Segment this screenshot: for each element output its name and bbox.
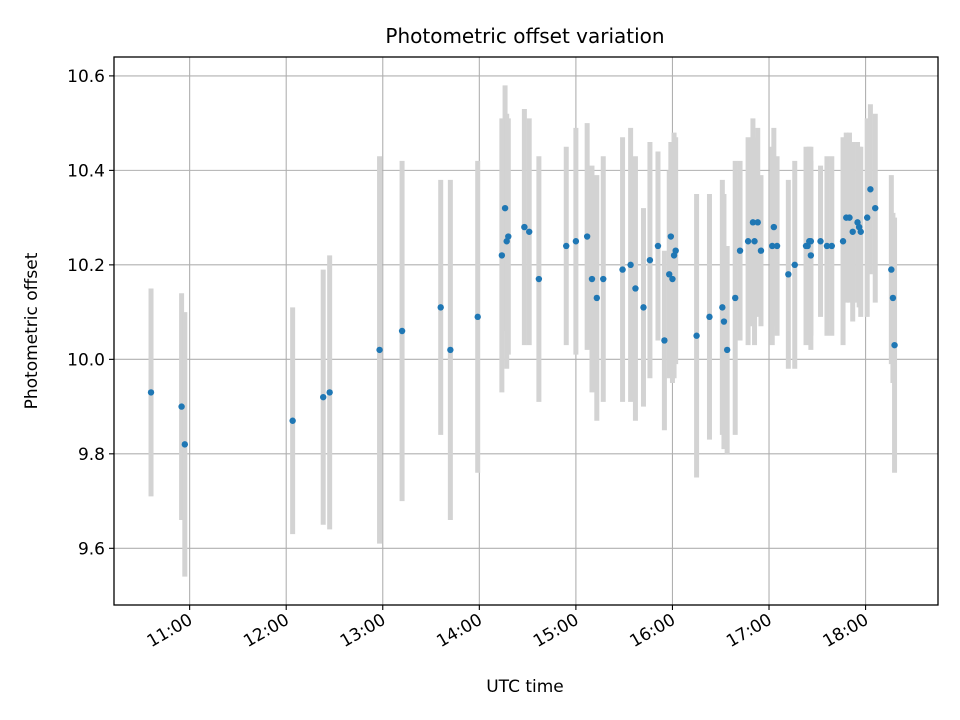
data-point (632, 285, 639, 292)
data-point (669, 275, 676, 283)
data-point (147, 389, 155, 396)
data-point (751, 238, 758, 245)
y-tick-label: 10.0 (67, 350, 105, 370)
data-point (857, 228, 864, 235)
data-point (572, 238, 580, 245)
y-tick-label: 10.2 (67, 256, 105, 276)
data-point (807, 252, 815, 259)
data-point (289, 417, 296, 424)
data-point (526, 228, 533, 235)
data-point (891, 341, 898, 349)
data-point (178, 403, 185, 410)
x-tick-label: 16:00 (627, 610, 679, 652)
data-point (619, 266, 626, 273)
data-point (719, 304, 726, 311)
y-tick-label: 9.8 (78, 445, 105, 465)
data-point (588, 275, 596, 283)
data-point (505, 233, 512, 240)
y-axis-label: Photometric offset (22, 252, 42, 409)
plot-frame (113, 56, 939, 606)
data-point (749, 219, 757, 226)
y-tick-label: 10.4 (67, 161, 105, 181)
data-point (666, 271, 673, 278)
data-point (863, 214, 871, 221)
x-tick-label: 13:00 (337, 610, 389, 652)
error-bars (148, 85, 898, 577)
chart-title: Photometric offset variation (385, 24, 664, 48)
data-point (376, 346, 383, 354)
data-point (770, 223, 778, 231)
data-point (889, 294, 897, 302)
data-point (646, 256, 654, 264)
data-point (535, 275, 543, 283)
data-point (823, 242, 831, 250)
data-point (521, 223, 528, 231)
data-point (773, 242, 781, 250)
data-point (563, 242, 570, 250)
data-point (398, 327, 406, 335)
data-point (498, 252, 506, 259)
x-tick-label: 11:00 (144, 610, 196, 652)
data-point (326, 389, 333, 396)
data-point (720, 318, 728, 325)
y-tick-label: 10.6 (67, 67, 105, 87)
data-point (593, 294, 601, 302)
data-point (693, 332, 700, 339)
data-point (867, 186, 874, 193)
data-point (640, 304, 647, 311)
data-point (828, 242, 835, 250)
data-point (732, 294, 739, 302)
data-point (627, 261, 634, 269)
data-point (769, 242, 776, 250)
data-point (706, 313, 713, 321)
data-point (661, 337, 668, 344)
data-points (147, 186, 898, 448)
data-point (723, 346, 731, 354)
data-point (888, 266, 895, 273)
data-point (791, 261, 798, 269)
data-point (501, 204, 509, 212)
x-tick-label: 15:00 (530, 610, 582, 652)
x-tick-label: 12:00 (240, 610, 292, 652)
data-point (807, 238, 815, 245)
data-point (849, 228, 856, 235)
data-point (785, 271, 792, 278)
data-point (667, 233, 675, 240)
data-point (654, 242, 662, 250)
data-point (437, 304, 444, 311)
data-point (600, 275, 607, 283)
data-point (320, 393, 327, 401)
data-point (672, 247, 679, 254)
data-point (744, 238, 752, 245)
x-axis: 11:00 12:00 13:00 14:00 15:00 16:00 17:00 18:00 (144, 605, 872, 652)
data-point (757, 247, 765, 254)
x-tick-label: 18:00 (820, 610, 872, 652)
data-point (839, 238, 847, 245)
data-point (817, 238, 824, 245)
data-point (181, 441, 189, 448)
data-point (447, 346, 454, 354)
data-point (474, 313, 481, 321)
y-axis: 9.6 9.8 10.0 10.2 10.4 10.6 (67, 67, 114, 559)
x-tick-label: 14:00 (433, 610, 485, 652)
data-point (872, 204, 879, 212)
data-point (754, 219, 761, 226)
x-axis-label: UTC time (486, 677, 564, 697)
data-point (583, 233, 591, 240)
data-point (846, 214, 853, 221)
x-tick-label: 17:00 (723, 610, 775, 652)
data-point (736, 247, 744, 254)
y-tick-label: 9.6 (78, 539, 105, 559)
